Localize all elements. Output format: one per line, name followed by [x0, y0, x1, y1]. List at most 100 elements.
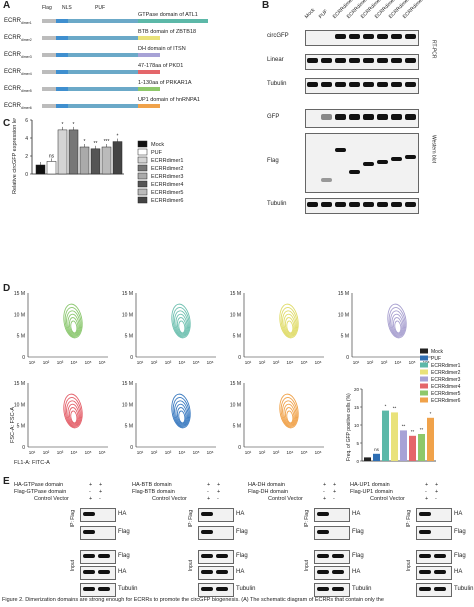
gel-row — [305, 78, 419, 94]
flag-segment — [42, 87, 56, 91]
flow-y-tick: 5 M — [233, 424, 241, 430]
ha-construct-label: HA-DH domain — [248, 482, 285, 488]
d-bar — [400, 430, 407, 461]
d-bar — [373, 453, 380, 461]
bar-chart-c: 0 2 4 6 Relative circGFP expression level ns *… — [12, 118, 183, 204]
flow-y-tick: 0 — [130, 355, 133, 361]
band-tubulin — [377, 82, 388, 87]
flow-contour — [176, 407, 187, 425]
band-tubulin — [335, 82, 346, 87]
flow-x-tick: 10² — [151, 360, 158, 365]
ip-label: IP: Flag — [188, 510, 194, 528]
domain-label: 1-130aa of PRKAR1A — [138, 80, 192, 86]
bar — [57, 129, 68, 175]
puf-segment — [68, 36, 138, 40]
legend-label: ECRRdimer4 — [151, 182, 183, 188]
flow-contour — [64, 397, 82, 428]
flow-contour — [175, 403, 188, 426]
blot-strip — [314, 508, 350, 522]
nls-segment — [56, 19, 68, 23]
blot-band — [332, 587, 344, 591]
flag-construct-label: Flag-BTB domain — [132, 489, 175, 495]
flow-contour — [175, 313, 188, 336]
blot-band — [201, 512, 213, 516]
mark: + — [89, 496, 93, 502]
control-vector-label: Control Vector — [34, 496, 69, 502]
d-significance: ** — [420, 427, 424, 432]
d-legend-swatch — [420, 397, 428, 403]
mark: - — [435, 496, 437, 502]
mark: + — [217, 489, 221, 495]
blot-band — [201, 554, 213, 558]
input-label: Input — [304, 560, 310, 572]
nls-header: NLS — [62, 5, 72, 11]
mark: + — [89, 482, 93, 488]
band-gfp — [405, 114, 416, 120]
flow-y-tick: 10 M — [230, 312, 241, 318]
flow-contour — [174, 310, 189, 337]
flow-contour — [279, 303, 299, 339]
construct-label: ECRRdimer4 — [4, 69, 32, 77]
flow-contour — [282, 310, 297, 337]
panel-b-label: B — [262, 0, 270, 11]
flow-y-tick: 15 M — [14, 291, 25, 297]
flow-x-label: FL1-A: FITC-A — [14, 460, 50, 466]
flow-x-tick: 10⁶ — [315, 450, 322, 455]
flow-x-tick: 10⁶ — [315, 360, 322, 365]
y-tick-label: 4 — [25, 136, 28, 142]
construct-subscript: dimer2 — [21, 38, 32, 43]
flow-x-tick: 10¹ — [353, 360, 360, 365]
flow-contour — [178, 410, 186, 424]
flow-cytometry-panel: 15 M 10 M 5 M 0 10¹ 10² 10³ 10⁴ 10⁵ 10⁶ 15 M 10 M 5 … — [10, 291, 461, 466]
blot-band — [98, 587, 110, 591]
d-legend-swatch — [420, 383, 428, 389]
y-tick-label: 6 — [25, 118, 28, 124]
construct-subscript: dimer4 — [21, 72, 32, 77]
flow-contour — [66, 310, 81, 337]
control-vector-label: Control Vector — [152, 496, 187, 502]
flow-y-tick: 5 M — [17, 424, 25, 430]
panel-c-label: C — [3, 118, 11, 129]
ha-construct-label: HA-UP1 domain — [350, 482, 390, 488]
flow-contour — [392, 317, 403, 335]
puf-segment — [68, 19, 138, 23]
western-label: Western blot — [430, 135, 437, 163]
flow-y-tick: 15 M — [230, 291, 241, 297]
flow-y-tick: 0 — [130, 445, 133, 451]
flow-contour — [70, 320, 78, 334]
flow-x-tick: 10³ — [165, 450, 172, 455]
nls-segment — [56, 70, 68, 74]
ha-construct-label: HA-BTB domain — [132, 482, 172, 488]
blot-strip — [416, 526, 452, 540]
band-circgfp — [349, 34, 360, 39]
blot-strip — [198, 526, 234, 540]
nls-segment — [56, 36, 68, 40]
d-y-axis-label: Freq. of GFP positive cells (%) — [346, 393, 352, 461]
input-label: Input — [70, 560, 76, 572]
flow-x-tick: 10⁴ — [287, 360, 294, 365]
flow-x-tick: 10³ — [57, 360, 64, 365]
blot-label: Tubulin — [352, 586, 372, 592]
flow-y-tick: 0 — [22, 355, 25, 361]
lane-label: Mock — [303, 7, 317, 20]
flow-x-tick: 10³ — [273, 360, 280, 365]
legend-swatch — [137, 140, 148, 148]
flow-contour — [66, 400, 81, 427]
d-bar — [382, 410, 389, 461]
d-significance: ** — [411, 429, 415, 434]
dimer-domain-segment — [138, 36, 160, 40]
blot-label: HA — [454, 569, 463, 575]
band-flag — [363, 162, 374, 166]
blot-label: HA — [236, 569, 245, 575]
band-circgfp — [363, 34, 374, 39]
flow-y-tick: 15 M — [122, 381, 133, 387]
construct-subscript: dimer5 — [21, 89, 32, 94]
blot-band — [434, 570, 446, 574]
panel-a-label: A — [3, 0, 11, 11]
blot-label: Flag — [352, 553, 364, 559]
flow-y-tick: 0 — [22, 445, 25, 451]
blot-band — [419, 554, 431, 558]
blot-band — [83, 570, 95, 574]
construct-label: ECRRdimer2 — [4, 35, 32, 43]
flow-contour — [68, 317, 79, 335]
